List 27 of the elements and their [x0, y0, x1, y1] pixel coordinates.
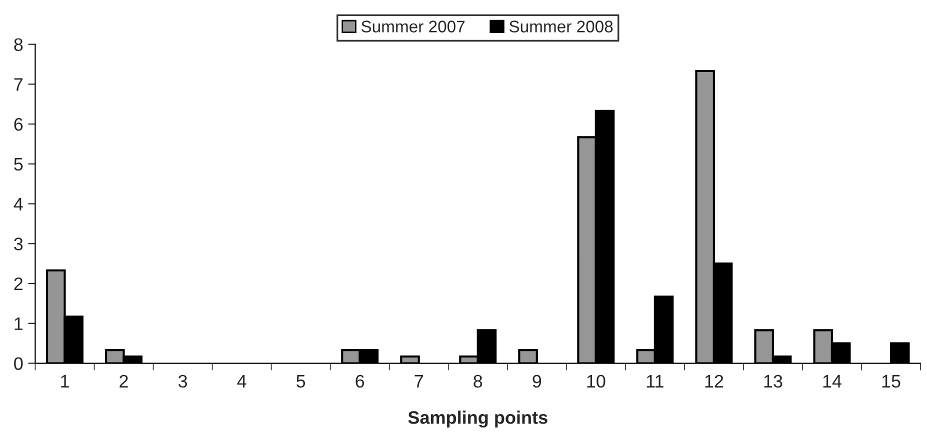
x-tick-label: 10: [587, 374, 606, 388]
y-tick-label: 2: [14, 277, 23, 290]
x-tick-label: 8: [474, 374, 482, 388]
y-tick-label: 5: [14, 158, 23, 171]
y-tick-label: 4: [14, 198, 23, 210]
x-tick-label: 3: [178, 374, 187, 388]
x-tick-label: 6: [356, 374, 364, 388]
x-tick-label: 5: [296, 375, 306, 388]
x-tick-label: 15: [882, 375, 900, 388]
x-tick-label: 14: [823, 375, 842, 388]
y-tick-label: 7: [14, 78, 23, 91]
x-tick-label: 13: [764, 374, 782, 388]
legend-label: Summer 2007: [361, 20, 465, 32]
y-tick-label: 8: [14, 38, 23, 52]
x-tick-label: 7: [414, 375, 423, 388]
y-tick-label: 1: [14, 318, 23, 330]
legend-label: Summer 2008: [509, 20, 613, 32]
x-tick-label: 12: [705, 374, 724, 388]
x-tick-label: 2: [120, 374, 128, 388]
x-tick-label: 4: [237, 375, 246, 388]
y-tick-label: 6: [14, 118, 23, 131]
x-tick-label: 9: [532, 374, 542, 388]
x-tick-label: 11: [646, 375, 664, 388]
x-axis-title: Sampling points: [408, 410, 548, 428]
y-tick-label: 0: [14, 357, 23, 370]
x-tick-label: 1: [61, 375, 69, 388]
y-tick-label: 3: [14, 238, 23, 250]
